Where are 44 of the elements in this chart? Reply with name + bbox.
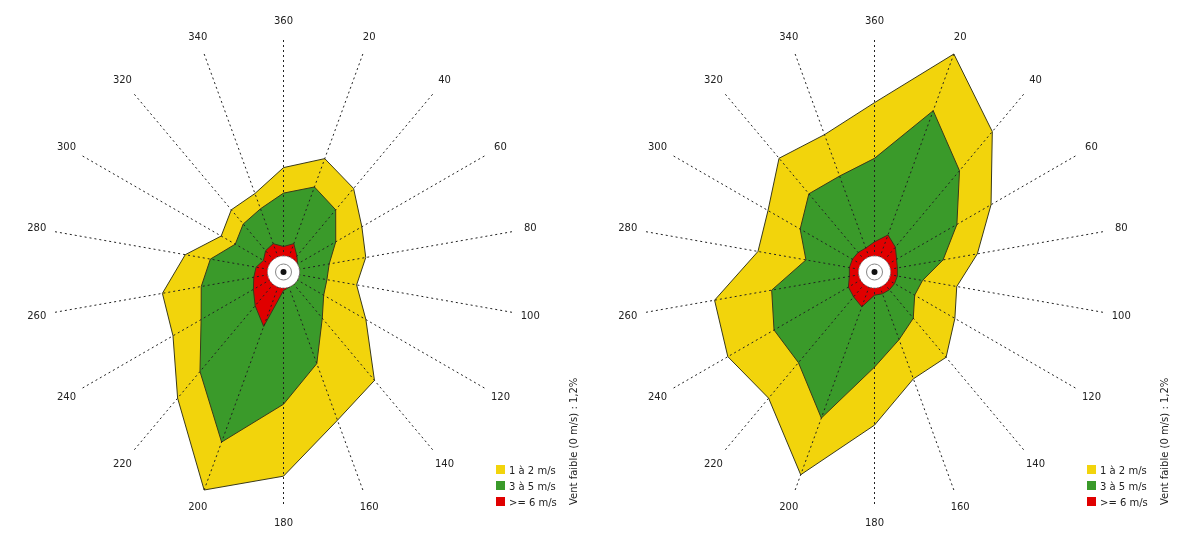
spoke-label: 60 [494,140,507,152]
spoke-label: 40 [1029,74,1042,86]
legend-label: 1 à 2 m/s [509,465,556,476]
spoke-label: 320 [112,74,132,86]
spoke-label: 200 [779,501,799,513]
spoke-label: 320 [703,74,723,86]
spoke-label: 40 [438,74,451,86]
spoke-label: 240 [56,391,77,403]
spoke-label: 80 [523,222,537,234]
spoke-label: 340 [188,30,208,42]
spoke-label: 220 [112,457,132,469]
spoke-label: 300 [647,140,668,152]
spoke-label: 180 [273,516,294,528]
spoke-label: 140 [1026,457,1046,469]
spoke-label: 120 [490,391,511,403]
spoke-label: 160 [359,501,379,513]
legend-label: >= 6 m/s [1100,497,1148,508]
spoke-label: 360 [864,15,885,27]
spoke-label: 20 [953,30,967,42]
text: Vent faible (0 m/s) : 1,2% [568,377,579,505]
spoke-label: 180 [864,516,885,528]
spoke-label: 300 [56,140,77,152]
spoke-label: 120 [1081,391,1102,403]
spoke-label: 280 [618,222,638,234]
spoke-label: 140 [435,457,455,469]
spoke-label: 280 [27,222,47,234]
spoke-label: 220 [703,457,723,469]
spoke-label: 20 [362,30,376,42]
spoke-label: 200 [188,501,208,513]
spoke-label: 260 [618,309,638,321]
spoke-label: 160 [950,501,970,513]
spoke-label: 60 [1085,140,1098,152]
spoke-label: 100 [1111,309,1131,321]
spoke-label: 100 [520,309,540,321]
spoke-label: 240 [647,391,668,403]
text: Vent faible (0 m/s) : 1,2% [1159,377,1170,505]
legend-label: 1 à 2 m/s [1100,465,1147,476]
spoke-label: 260 [27,309,47,321]
legend-label: >= 6 m/s [509,497,557,508]
legend-label: 3 à 5 m/s [1100,481,1147,492]
legend-label: 3 à 5 m/s [509,481,556,492]
spoke-label: 340 [779,30,799,42]
spoke-label: 360 [273,15,294,27]
spoke-label: 80 [1114,222,1128,234]
